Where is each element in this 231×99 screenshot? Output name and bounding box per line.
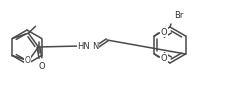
Text: N: N [91,41,98,50]
Text: O: O [160,28,167,37]
Text: Br: Br [173,11,182,20]
Text: O: O [25,56,31,65]
Text: HN: HN [77,41,90,50]
Text: O: O [38,62,45,71]
Text: O: O [160,53,167,62]
